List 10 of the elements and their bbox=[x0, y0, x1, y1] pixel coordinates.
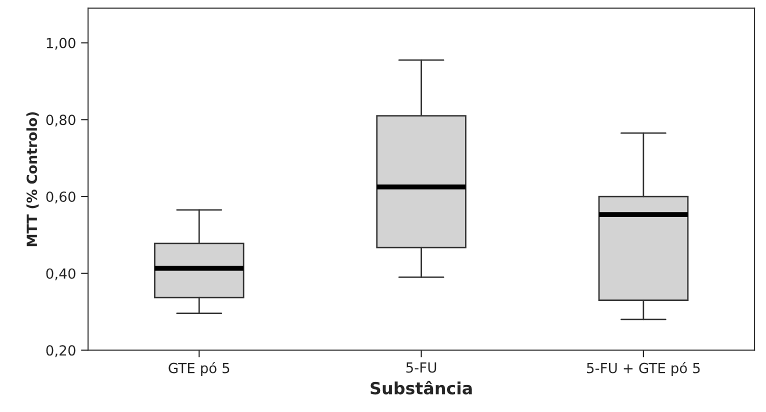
y-tick-label: 0,20 bbox=[46, 345, 76, 358]
x-axis-title: Substância bbox=[370, 380, 472, 394]
x-tick-label: GTE pó 5 bbox=[168, 362, 230, 376]
y-tick-label: 0,60 bbox=[46, 191, 76, 204]
x-tick-label: 5-FU + GTE pó 5 bbox=[587, 362, 700, 376]
y-tick-label: 1,00 bbox=[46, 38, 76, 50]
y-tick-label: 0,80 bbox=[46, 114, 76, 127]
y-tick-label: 0,40 bbox=[46, 268, 76, 280]
x-tick-label: 5-FU bbox=[406, 362, 436, 373]
y-axis-title: MTT (% Controlo) bbox=[26, 112, 39, 246]
